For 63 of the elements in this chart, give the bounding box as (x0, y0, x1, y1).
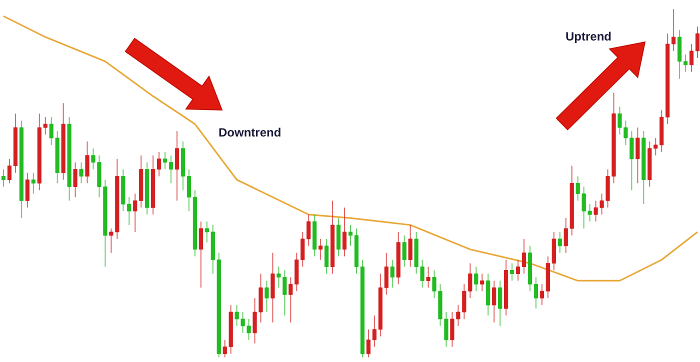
candlestick (618, 106, 622, 136)
candlestick (372, 315, 376, 348)
candlestick (366, 328, 370, 358)
candlestick (636, 127, 640, 184)
candlestick (654, 137, 658, 156)
candlestick (510, 262, 514, 282)
candlestick (540, 284, 544, 306)
candlestick (558, 231, 562, 254)
candlestick (234, 304, 239, 326)
annotation: Uptrend (566, 30, 612, 44)
annotation: Downtrend (218, 126, 282, 140)
candlestick (402, 234, 406, 268)
candlestick (198, 221, 203, 288)
candlestick (162, 151, 168, 170)
candlestick (630, 130, 634, 191)
candlestick (85, 140, 90, 184)
candlestick (498, 280, 502, 326)
candlestick (43, 116, 48, 136)
candlestick (624, 120, 628, 146)
candlestick (672, 8, 676, 52)
candlestick (264, 280, 269, 313)
candlestick (73, 162, 78, 198)
candlestick (492, 280, 496, 323)
candlestick (318, 238, 323, 260)
candlestick (240, 312, 245, 334)
candlestick (133, 193, 138, 232)
candlestick (522, 238, 526, 274)
candlestick (204, 221, 209, 243)
candlestick (174, 130, 180, 202)
candlestick (348, 224, 353, 246)
candlestick (456, 304, 460, 326)
candlestick (600, 193, 604, 216)
candlestick (246, 318, 251, 340)
candlestick (689, 44, 694, 72)
candlestick (168, 154, 174, 184)
candlestick (684, 54, 688, 72)
candlestick (25, 172, 30, 208)
candlestick (444, 312, 448, 348)
candlestick (408, 224, 412, 268)
candlestick (300, 231, 305, 268)
candlestick (1, 168, 6, 188)
candlestick (306, 214, 311, 246)
candlestick (127, 196, 132, 226)
candlestick (31, 172, 36, 194)
candlestick (157, 151, 162, 177)
candlestick (390, 259, 394, 288)
candlestick (342, 207, 347, 257)
candlestick (594, 200, 598, 222)
candlestick (186, 168, 192, 212)
candlestick (474, 266, 478, 292)
candlestick (324, 238, 329, 274)
candlestick (384, 252, 388, 296)
candlestick (695, 26, 700, 58)
candlestick (516, 259, 520, 282)
candlestick (49, 116, 54, 146)
candlestick (450, 312, 454, 348)
candlestick (252, 298, 257, 344)
candlestick (79, 162, 84, 184)
candlestick (109, 228, 114, 254)
candlestick (7, 158, 12, 184)
candlestick (534, 276, 538, 310)
candlestick (480, 273, 484, 292)
candlestick (426, 266, 430, 288)
